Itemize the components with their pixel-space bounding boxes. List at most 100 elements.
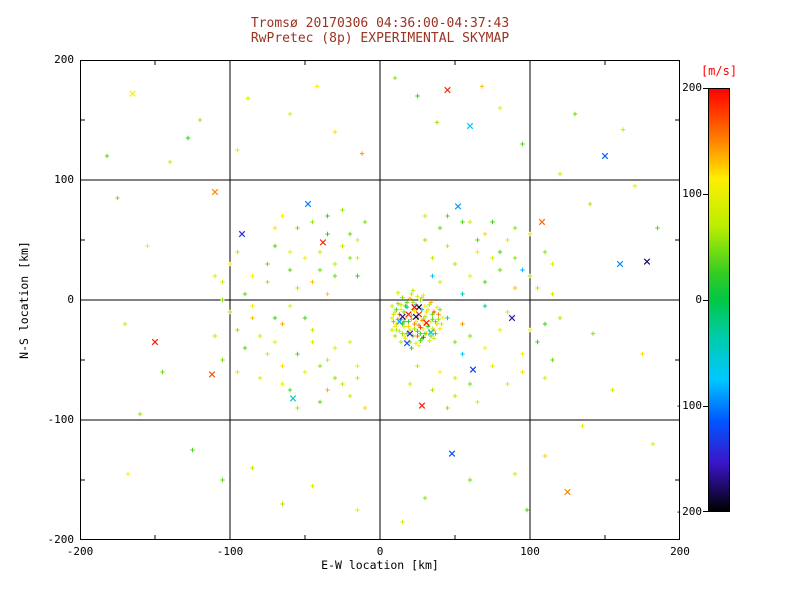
- x-tick-label: 100: [520, 545, 540, 558]
- scatter-point: [145, 243, 150, 249]
- scatter-point: [418, 297, 423, 303]
- scatter-point: [616, 260, 624, 268]
- scatter-point: [250, 465, 255, 471]
- scatter-point: [406, 330, 414, 337]
- scatter-point: [400, 295, 405, 300]
- colorbar-tick-mark: [703, 406, 708, 407]
- scatter-point: [389, 327, 395, 333]
- scatter-point: [125, 471, 131, 477]
- scatter-point: [272, 339, 278, 345]
- scatter-point: [340, 207, 345, 213]
- scatter-point: [413, 341, 419, 346]
- scatter-point: [620, 127, 626, 132]
- scatter-point: [104, 153, 110, 159]
- scatter-point: [340, 243, 345, 249]
- scatter-point: [403, 339, 411, 347]
- scatter-point: [332, 129, 338, 135]
- scatter-point: [460, 351, 465, 357]
- scatter-point: [394, 327, 399, 333]
- scatter-point: [535, 339, 540, 345]
- scatter-point: [437, 279, 443, 285]
- scatter-point: [445, 213, 450, 219]
- scatter-point: [424, 309, 429, 315]
- scatter-point: [227, 261, 233, 267]
- scatter-point: [245, 96, 251, 101]
- scatter-point: [422, 495, 428, 501]
- scatter-point: [436, 312, 441, 317]
- scatter-point: [428, 319, 434, 324]
- scatter-point: [391, 312, 396, 317]
- scatter-point: [355, 363, 360, 369]
- scatter-point: [401, 333, 407, 339]
- scatter-point: [542, 249, 548, 255]
- scatter-point: [185, 135, 191, 141]
- scatter-point: [466, 122, 474, 130]
- scatter-point: [632, 183, 638, 189]
- scatter-point: [407, 296, 413, 301]
- scatter-point: [325, 231, 330, 237]
- scatter-point: [430, 255, 435, 261]
- scatter-point: [467, 273, 473, 279]
- scatter-point: [467, 381, 473, 387]
- scatter-point: [314, 84, 320, 89]
- scatter-point: [512, 285, 518, 291]
- scatter-point: [280, 363, 285, 369]
- scatter-point: [490, 219, 495, 225]
- scatter-point: [280, 321, 285, 327]
- scatter-point: [280, 381, 285, 387]
- scatter-point: [440, 315, 446, 321]
- scatter-point: [409, 345, 414, 351]
- x-tick-label: -200: [66, 545, 94, 558]
- scatter-point: [167, 159, 173, 165]
- scatter-point: [257, 375, 263, 381]
- scatter-point: [389, 315, 395, 321]
- scatter-point: [497, 105, 503, 111]
- scatter-point: [610, 387, 615, 393]
- plot-title: Tromsø 20170306 04:36:00-04:37:43: [250, 16, 510, 31]
- scatter-point: [332, 261, 338, 267]
- scatter-point: [295, 225, 300, 231]
- scatter-point: [428, 300, 434, 305]
- scatter-point: [418, 338, 423, 343]
- scatter-point: [265, 261, 270, 267]
- scatter-point: [542, 375, 548, 381]
- scatter-point: [404, 331, 410, 336]
- scatter-point: [460, 321, 465, 327]
- scatter-point: [404, 305, 410, 310]
- scatter-point: [550, 357, 555, 363]
- scatter-point: [415, 93, 420, 99]
- scatter-point: [430, 312, 435, 317]
- scatter-point: [542, 453, 548, 459]
- scatter-point: [418, 402, 426, 409]
- scatter-point: [467, 219, 473, 225]
- scatter-point: [392, 333, 398, 339]
- scatter-point: [319, 239, 327, 246]
- scatter-point: [412, 326, 417, 331]
- scatter-point: [280, 213, 285, 219]
- colorbar-tick-label: -200: [675, 505, 703, 518]
- scatter-point: [520, 351, 525, 357]
- scatter-point: [520, 267, 525, 273]
- x-axis-label: E-W location [km]: [321, 558, 439, 572]
- scatter-point: [238, 230, 246, 238]
- scatter-point: [445, 405, 450, 411]
- scatter-point: [452, 375, 458, 381]
- scatter-point: [479, 84, 485, 89]
- scatter-point: [452, 339, 458, 345]
- scatter-point: [235, 249, 240, 255]
- scatter-point: [434, 120, 440, 125]
- scatter-point: [295, 351, 300, 357]
- scatter-point: [650, 441, 656, 447]
- scatter-point: [416, 323, 422, 328]
- scatter-point: [287, 249, 293, 255]
- scatter-point: [445, 315, 450, 321]
- scatter-point: [454, 203, 462, 210]
- scatter-point: [400, 519, 405, 525]
- scatter-point: [505, 309, 510, 315]
- scatter-point: [310, 483, 315, 489]
- scatter-point: [452, 393, 458, 399]
- scatter-point: [538, 218, 546, 226]
- scatter-point: [423, 319, 430, 327]
- scatter-point: [550, 291, 555, 297]
- scatter-point: [398, 339, 404, 345]
